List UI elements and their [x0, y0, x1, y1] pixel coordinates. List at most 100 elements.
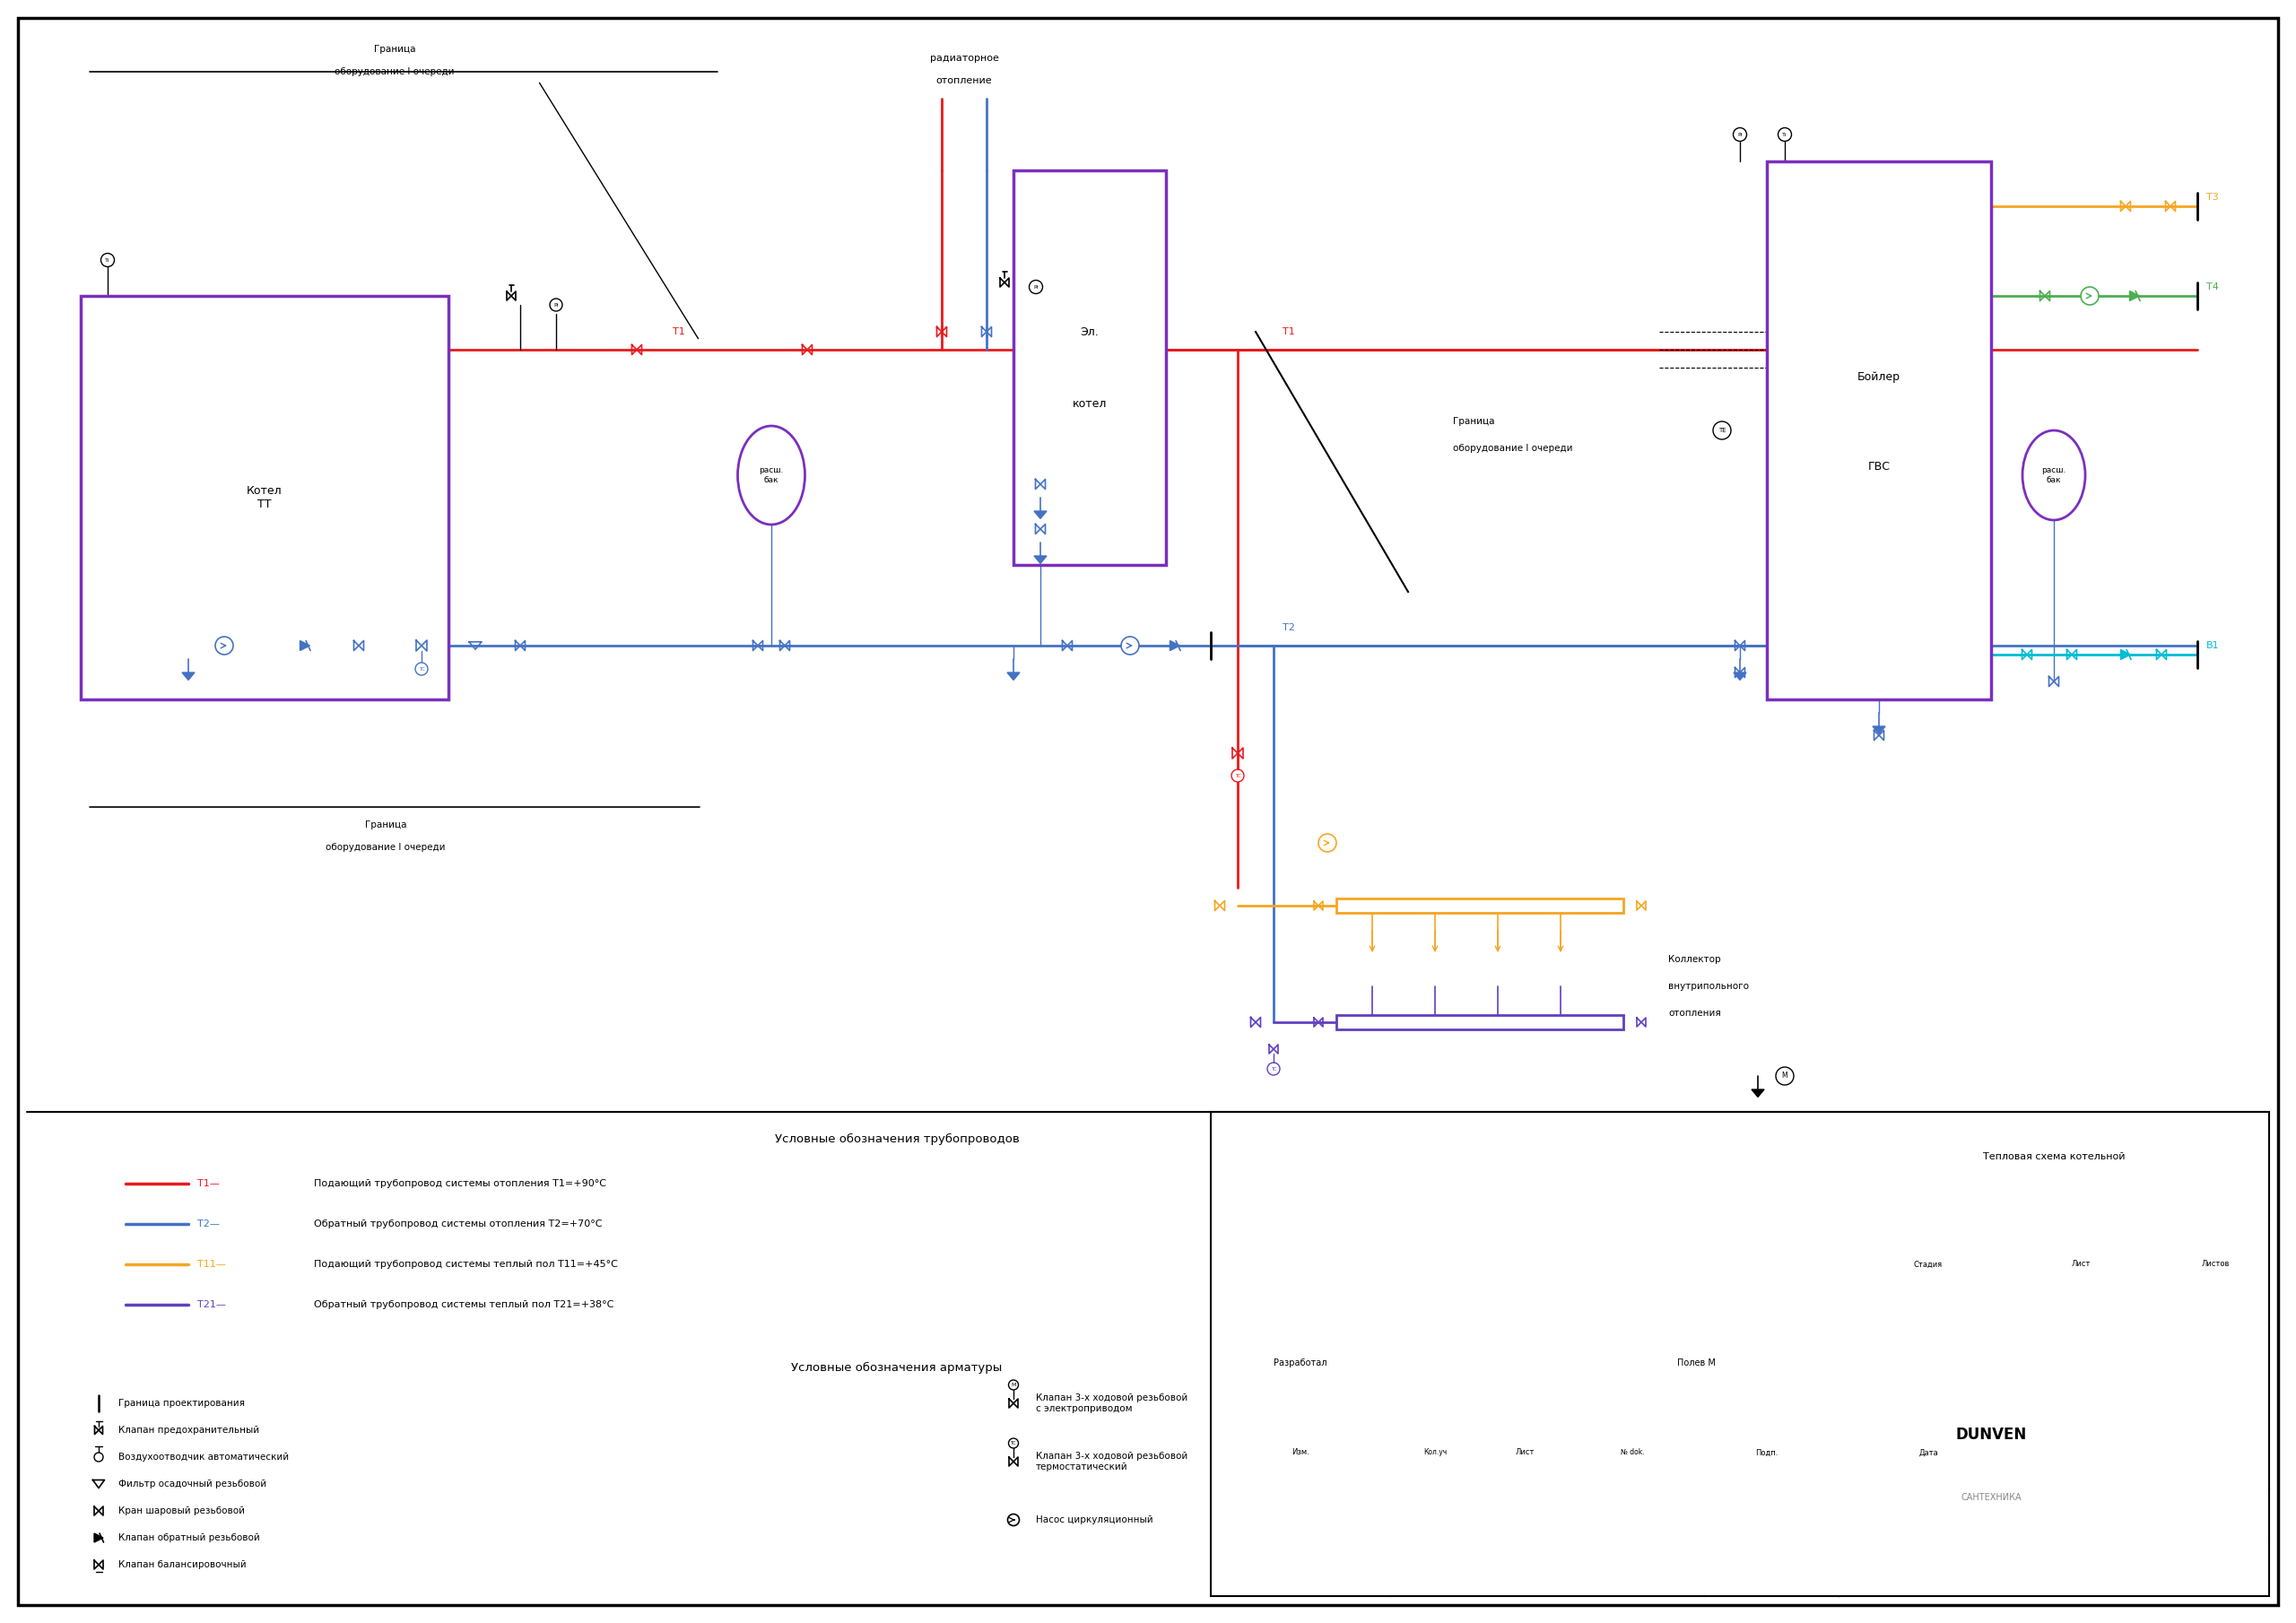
- Text: Обратный трубопровод системы теплый пол T21=+38°C: Обратный трубопровод системы теплый пол …: [315, 1300, 613, 1310]
- Text: Граница: Граница: [365, 821, 406, 829]
- Text: расш.
бак: расш. бак: [760, 466, 783, 484]
- Text: Полев М: Полев М: [1676, 1358, 1715, 1368]
- Polygon shape: [94, 1534, 103, 1542]
- Text: внутрипольного: внутрипольного: [1669, 982, 1750, 990]
- Text: Лист: Лист: [1515, 1449, 1534, 1457]
- Polygon shape: [1171, 641, 1180, 651]
- Text: Граница: Граница: [374, 45, 416, 54]
- Text: оборудование I очереди: оборудование I очереди: [1453, 443, 1573, 453]
- Text: TC: TC: [1010, 1441, 1017, 1446]
- Polygon shape: [1752, 1089, 1763, 1097]
- Circle shape: [101, 253, 115, 266]
- Text: Pi: Pi: [1738, 131, 1743, 136]
- Text: TE: TE: [1717, 428, 1727, 433]
- Text: Т21—: Т21—: [197, 1300, 225, 1310]
- Polygon shape: [2122, 649, 2131, 659]
- Circle shape: [1777, 128, 1791, 141]
- Bar: [1768, 161, 1991, 700]
- Text: Лист: Лист: [2071, 1261, 2089, 1268]
- Bar: [1013, 170, 1166, 565]
- Circle shape: [1713, 422, 1731, 440]
- Text: Коллектор: Коллектор: [1669, 954, 1720, 964]
- Text: САНТЕХНИКА: САНТЕХНИКА: [1961, 1493, 2020, 1501]
- Text: Условные обозначения трубопроводов: Условные обозначения трубопроводов: [774, 1133, 1019, 1144]
- Polygon shape: [1033, 511, 1047, 519]
- Bar: [1336, 899, 1623, 912]
- Polygon shape: [1033, 557, 1047, 563]
- Text: Ti: Ti: [1782, 131, 1786, 136]
- Polygon shape: [1733, 672, 1747, 680]
- Text: отопление: отопление: [937, 76, 992, 84]
- Text: Подающий трубопровод системы теплый пол T11=+45°C: Подающий трубопровод системы теплый пол …: [315, 1259, 618, 1269]
- Circle shape: [549, 299, 563, 312]
- Text: № dok.: № dok.: [1621, 1449, 1644, 1457]
- Text: Условные обозначения арматуры: Условные обозначения арматуры: [792, 1362, 1003, 1373]
- Text: Тепловая схема котельной: Тепловая схема котельной: [1984, 1152, 2124, 1160]
- Text: Клапан 3-х ходовой резьбовой
с электроприводом: Клапан 3-х ходовой резьбовой с электропр…: [1035, 1394, 1187, 1414]
- Circle shape: [416, 662, 427, 675]
- Text: T1: T1: [673, 328, 684, 336]
- Text: Клапан 3-х ходовой резьбовой
термостатический: Клапан 3-х ходовой резьбовой термостатич…: [1035, 1453, 1187, 1472]
- Circle shape: [1267, 1063, 1279, 1074]
- Circle shape: [94, 1453, 103, 1462]
- Text: Бойлер: Бойлер: [1857, 370, 1901, 383]
- Polygon shape: [301, 641, 310, 651]
- Circle shape: [1318, 834, 1336, 852]
- Text: Листов: Листов: [2202, 1261, 2229, 1268]
- Text: Фильтр осадочный резьбовой: Фильтр осадочный резьбовой: [119, 1480, 266, 1488]
- Text: TC: TC: [1235, 774, 1240, 777]
- Text: Воздухоотводчик автоматический: Воздухоотводчик автоматический: [119, 1453, 289, 1462]
- Text: Pi: Pi: [553, 302, 558, 307]
- Text: Pi: Pi: [1033, 284, 1038, 289]
- Text: Подающий трубопровод системы отопления T1=+90°C: Подающий трубопровод системы отопления T…: [315, 1180, 606, 1188]
- Text: Т11—: Т11—: [197, 1259, 225, 1269]
- Bar: [1210, 1112, 2268, 1595]
- Text: Разработал: Разработал: [1274, 1358, 1327, 1368]
- Circle shape: [1120, 636, 1139, 654]
- Circle shape: [1231, 769, 1244, 782]
- Text: Насос циркуляционный: Насос циркуляционный: [1035, 1516, 1153, 1524]
- Text: Кол.уч: Кол.уч: [1424, 1449, 1446, 1457]
- Text: В1: В1: [2206, 641, 2220, 651]
- Text: Подп.: Подп.: [1756, 1449, 1777, 1457]
- Circle shape: [1008, 1380, 1019, 1389]
- Circle shape: [1733, 128, 1747, 141]
- Polygon shape: [181, 672, 195, 680]
- Text: Т1—: Т1—: [197, 1180, 220, 1188]
- Circle shape: [216, 636, 234, 654]
- Text: оборудование I очереди: оборудование I очереди: [326, 842, 445, 852]
- Text: T2: T2: [1283, 623, 1295, 633]
- Circle shape: [1008, 1514, 1019, 1526]
- Text: Клапан балансировочный: Клапан балансировочный: [119, 1560, 246, 1569]
- Bar: [1336, 1014, 1623, 1029]
- Text: расш.
бак: расш. бак: [2041, 466, 2066, 484]
- Text: Клапан обратный резьбовой: Клапан обратный резьбовой: [119, 1534, 259, 1542]
- Text: Граница: Граница: [1453, 417, 1495, 425]
- Text: ГВС: ГВС: [1867, 461, 1890, 472]
- Text: Т3: Т3: [2206, 193, 2218, 201]
- Text: DUNVEN: DUNVEN: [1956, 1427, 2027, 1443]
- Polygon shape: [2131, 291, 2140, 300]
- Text: Граница проектирования: Граница проектирования: [119, 1399, 246, 1407]
- Text: Котел
ТТ: Котел ТТ: [246, 485, 282, 510]
- Polygon shape: [1008, 672, 1019, 680]
- Text: TC: TC: [1270, 1066, 1277, 1071]
- Text: T1: T1: [1283, 328, 1295, 336]
- Text: Дата: Дата: [1919, 1449, 1938, 1457]
- Circle shape: [1029, 281, 1042, 294]
- Text: котел: котел: [1072, 398, 1107, 409]
- Text: Эл.: Эл.: [1081, 326, 1100, 338]
- Text: оборудование I очереди: оборудование I очереди: [335, 67, 455, 76]
- Text: Кран шаровый резьбовой: Кран шаровый резьбовой: [119, 1506, 246, 1516]
- Text: Стадия: Стадия: [1915, 1261, 1942, 1268]
- Text: M: M: [1782, 1071, 1789, 1079]
- Circle shape: [1008, 1438, 1019, 1448]
- Bar: [80, 295, 448, 700]
- Text: радиаторное: радиаторное: [930, 54, 999, 63]
- Text: TC: TC: [418, 667, 425, 672]
- Text: Клапан предохранительный: Клапан предохранительный: [119, 1425, 259, 1435]
- Text: Т4: Т4: [2206, 282, 2218, 292]
- Text: отопления: отопления: [1669, 1010, 1722, 1018]
- Text: Изм.: Изм.: [1293, 1449, 1309, 1457]
- Text: Т2—: Т2—: [197, 1219, 220, 1229]
